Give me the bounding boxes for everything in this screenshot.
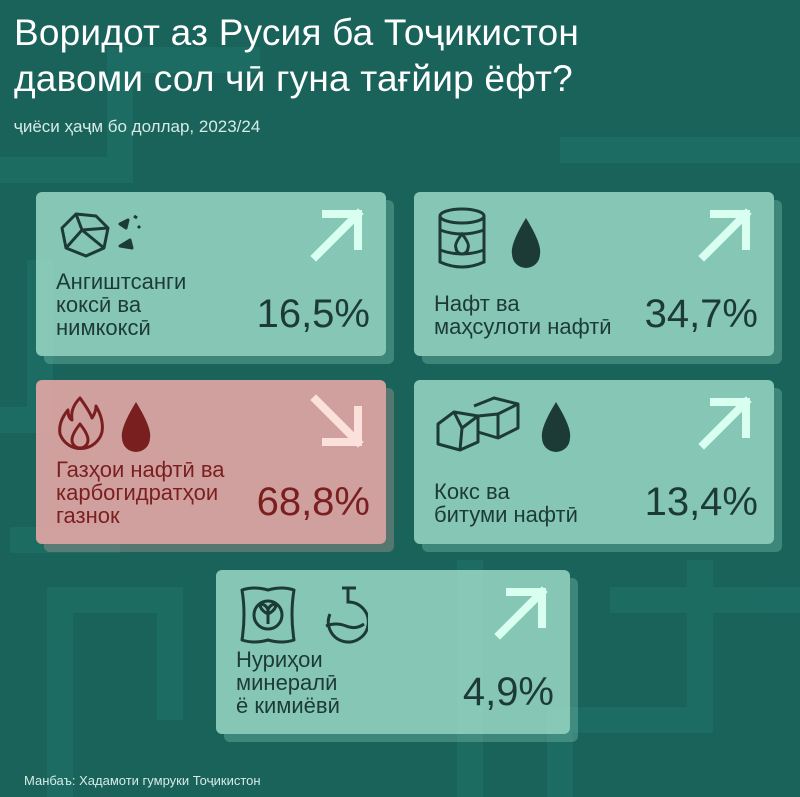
coke-blocks-icon xyxy=(436,396,520,452)
percent-value: 13,4% xyxy=(644,480,758,524)
percent-value: 34,7% xyxy=(644,292,758,336)
card-label: Нафт ва маҳсулоти нафтӣ xyxy=(434,291,612,339)
card-gas: Газҳои нафтӣ ва карбогидратҳои газнок 68… xyxy=(36,380,386,544)
title-line-1: Воридот аз Русия ба Тоҷикистон xyxy=(14,12,580,53)
arrow-up-right-icon xyxy=(698,208,752,262)
drop-icon xyxy=(122,402,151,452)
page-title: Воридот аз Русия ба Тоҷикистон давоми со… xyxy=(14,10,579,102)
source-note: Манбаъ: Хадамоти гумруки Тоҷикистон xyxy=(24,773,261,788)
percent-value: 16,5% xyxy=(256,292,370,336)
card-fertilizers: Нуриҳои минералӣ ё кимиёвӣ 4,9% xyxy=(216,570,570,734)
card-label: Ангиштсанги коксӣ ва нимкоксӣ xyxy=(56,269,187,340)
oil-drop-icon xyxy=(512,218,541,268)
percent-value: 68,8% xyxy=(256,480,370,524)
arrow-up-right-icon xyxy=(310,208,364,262)
arrow-up-right-icon xyxy=(698,396,752,450)
card-label: Кокс ва битуми нафтӣ xyxy=(434,479,578,527)
card-oil: Нафт ва маҳсулоти нафтӣ 34,7% xyxy=(414,192,774,356)
coal-lumps-icon xyxy=(56,206,166,267)
page-subtitle: ҷиёси ҳаҷм бо доллар, 2023/24 xyxy=(14,117,261,136)
card-coal: Ангиштсанги коксӣ ва нимкоксӣ 16,5% xyxy=(36,192,386,356)
arrow-down-right-icon xyxy=(310,394,364,448)
oil-barrel-icon xyxy=(438,207,486,269)
title-line-2: давоми сол чӣ гуна тағйир ёфт? xyxy=(14,58,573,99)
fertilizer-sack-icon xyxy=(240,586,296,644)
card-coke-bitumen: Кокс ва битуми нафтӣ 13,4% xyxy=(414,380,774,544)
flame-icon xyxy=(58,396,104,451)
card-label: Газҳои нафтӣ ва карбогидратҳои газнок xyxy=(56,457,225,528)
card-label: Нуриҳои минералӣ ё кимиёвӣ xyxy=(236,647,340,718)
flask-icon xyxy=(325,586,371,644)
percent-value: 4,9% xyxy=(462,670,554,714)
drop-icon xyxy=(542,402,571,452)
arrow-up-right-icon xyxy=(494,586,548,640)
